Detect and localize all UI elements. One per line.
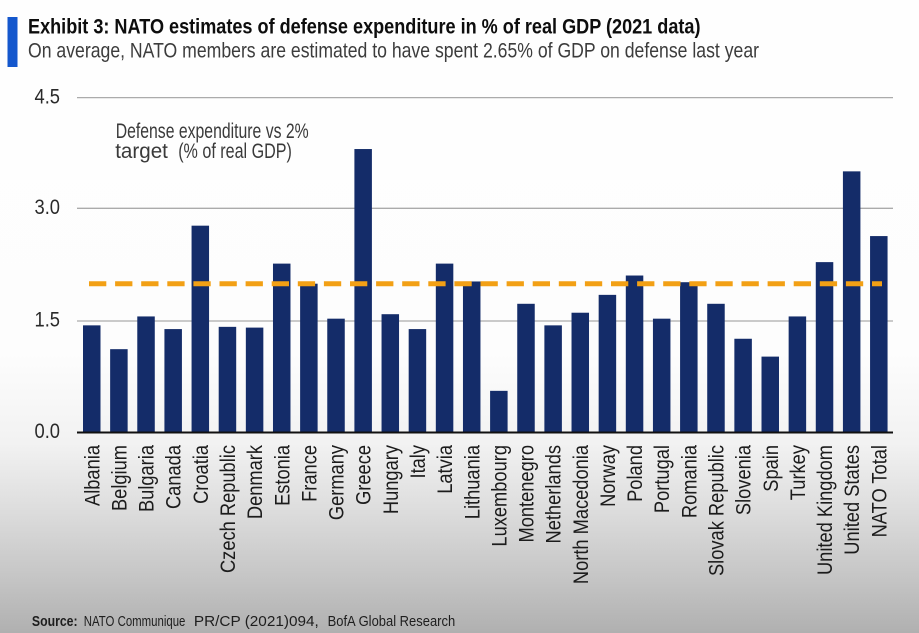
svg-text:France: France [298,445,321,502]
svg-text:1.5: 1.5 [35,308,61,332]
svg-text:United Kingdom: United Kingdom [814,445,837,575]
svg-text:Hungary: Hungary [380,445,403,515]
svg-text:Turkey: Turkey [787,445,810,501]
svg-text:Lithuania: Lithuania [461,445,484,519]
svg-text:NATO Total: NATO Total [868,445,891,537]
svg-text:3.0: 3.0 [35,195,61,219]
svg-text:Netherlands: Netherlands [543,445,566,544]
svg-text:United States: United States [841,445,864,555]
svg-text:Croatia: Croatia [190,445,213,504]
svg-text:Norway: Norway [597,445,620,507]
svg-text:Italy: Italy [407,445,430,479]
svg-text:Albania: Albania [81,445,104,506]
svg-text:Montenegro: Montenegro [516,445,539,543]
svg-text:Denmark: Denmark [244,445,267,520]
svg-text:Source:: Source: [32,614,78,630]
svg-text:Estonia: Estonia [271,445,294,506]
svg-text:target: target [115,140,168,163]
svg-text:Bulgaria: Bulgaria [136,445,159,512]
svg-text:Latvia: Latvia [434,445,457,494]
svg-text:(% of real GDP): (% of real GDP) [178,140,292,163]
svg-text:Belgium: Belgium [108,445,131,511]
svg-text:On average, NATO members are e: On average, NATO members are estimated t… [28,40,759,63]
svg-text:Slovak Republic: Slovak Republic [706,445,729,576]
svg-text:Germany: Germany [326,445,349,521]
svg-text:Poland: Poland [624,445,647,502]
svg-text:Romania: Romania [678,445,701,518]
svg-text:Greece: Greece [353,445,376,505]
svg-text:Luxembourg: Luxembourg [488,445,511,547]
svg-text:Czech Republic: Czech Republic [217,445,240,573]
svg-text:Defense expenditure vs 2%: Defense expenditure vs 2% [116,120,309,143]
svg-text:NATO Communique: NATO Communique [84,614,186,630]
svg-text:Portugal: Portugal [651,445,674,513]
svg-text:Exhibit 3: NATO estimates of d: Exhibit 3: NATO estimates of defense exp… [28,15,701,39]
svg-text:0.0: 0.0 [35,419,61,443]
svg-text:BofA Global Research: BofA Global Research [328,614,456,630]
svg-text:4.5: 4.5 [35,84,61,108]
svg-text:Slovenia: Slovenia [733,445,756,515]
svg-text:Canada: Canada [163,445,186,509]
svg-text:PR/CP (2021)094,: PR/CP (2021)094, [194,614,319,630]
svg-text:Spain: Spain [760,445,783,492]
svg-text:North Macedonia: North Macedonia [570,445,593,584]
